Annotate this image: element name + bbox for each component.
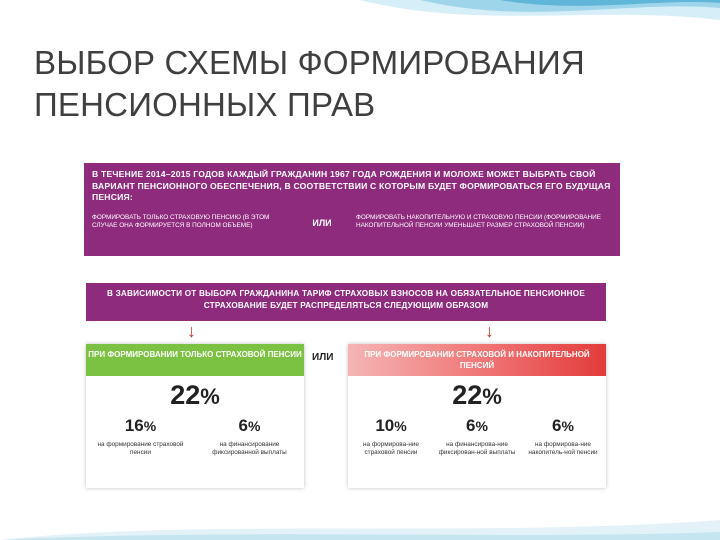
arrow-down-left-icon: ↓: [187, 321, 196, 341]
part-value: 10%: [352, 416, 430, 436]
part-item: 6% на формирова-ние накопитель-ной пенси…: [524, 416, 602, 458]
part-unit: %: [394, 418, 407, 434]
part-label: на финансирова-ние фиксирован-ной выплат…: [438, 441, 516, 457]
insurance-only-parts: 16% на формирование страховой пенсии 6% …: [86, 416, 304, 458]
part-number: 6: [466, 416, 476, 435]
distribution-banner: В зависимости от выбора гражданина тариф…: [86, 283, 606, 321]
part-value: 16%: [91, 416, 191, 436]
part-item: 6% на финансирова-ние фиксирован-ной вып…: [438, 416, 516, 458]
part-unit: %: [248, 418, 261, 434]
insurance-only-card: При формировании только страховой пенсии…: [86, 344, 304, 488]
option-funded-and-insurance: Формировать накопительную и страховую пе…: [356, 213, 601, 230]
insurance-and-funded-card-header: При формировании страховой и накопительн…: [348, 344, 606, 376]
insurance-only-card-header: При формировании только страховой пенсии: [86, 344, 304, 376]
insurance-and-funded-card: При формировании страховой и накопительн…: [348, 344, 606, 488]
part-value: 6%: [200, 416, 300, 436]
part-unit: %: [561, 418, 574, 434]
part-label: на финансирование фиксированной выплаты: [212, 441, 287, 457]
part-item: 16% на формирование страховой пенсии: [91, 416, 191, 458]
slide-title: ВЫБОР СХЕМЫ ФОРМИРОВАНИЯ ПЕНСИОННЫХ ПРАВ: [34, 42, 694, 126]
total-value: 22: [452, 380, 483, 410]
part-number: 10: [375, 416, 395, 435]
part-number: 16: [124, 416, 144, 435]
part-number: 6: [552, 416, 562, 435]
total-value: 22: [170, 380, 201, 410]
total-unit: %: [482, 384, 502, 409]
slide-title-line-1: ВЫБОР СХЕМЫ ФОРМИРОВАНИЯ: [34, 44, 585, 81]
info-intro-text: В течение 2014–2015 годов каждый граждан…: [92, 169, 611, 202]
info-box: В течение 2014–2015 годов каждый граждан…: [84, 163, 620, 256]
part-unit: %: [143, 418, 157, 434]
part-number: 6: [238, 416, 248, 435]
part-unit: %: [475, 418, 488, 434]
slide-title-line-2: ПЕНСИОННЫХ ПРАВ: [34, 86, 376, 123]
part-item: 10% на формирова-ние страховой пенсии: [352, 416, 430, 458]
part-value: 6%: [524, 416, 602, 436]
bottom-wave-decoration: [0, 520, 720, 540]
part-label: на формирова-ние накопитель-ной пенсии: [528, 441, 598, 457]
option-insurance-only: Формировать только страховую пенсию (в э…: [92, 213, 270, 230]
part-label: на формирование страховой пенсии: [97, 441, 184, 457]
insurance-only-total: 22%: [86, 380, 304, 412]
part-item: 6% на финансирование фиксированной выпла…: [200, 416, 300, 458]
cards-or-label: ИЛИ: [312, 352, 334, 363]
part-value: 6%: [438, 416, 516, 436]
info-or-label: ИЛИ: [312, 217, 332, 228]
info-options-row: Формировать только страховую пенсию (в э…: [92, 214, 612, 231]
total-unit: %: [200, 384, 220, 409]
top-wave-decoration: [360, 0, 720, 20]
part-label: на формирова-ние страховой пенсии: [363, 441, 419, 457]
insurance-and-funded-parts: 10% на формирова-ние страховой пенсии 6%…: [348, 416, 606, 458]
insurance-and-funded-total: 22%: [348, 380, 606, 412]
arrow-down-right-icon: ↓: [485, 321, 494, 341]
